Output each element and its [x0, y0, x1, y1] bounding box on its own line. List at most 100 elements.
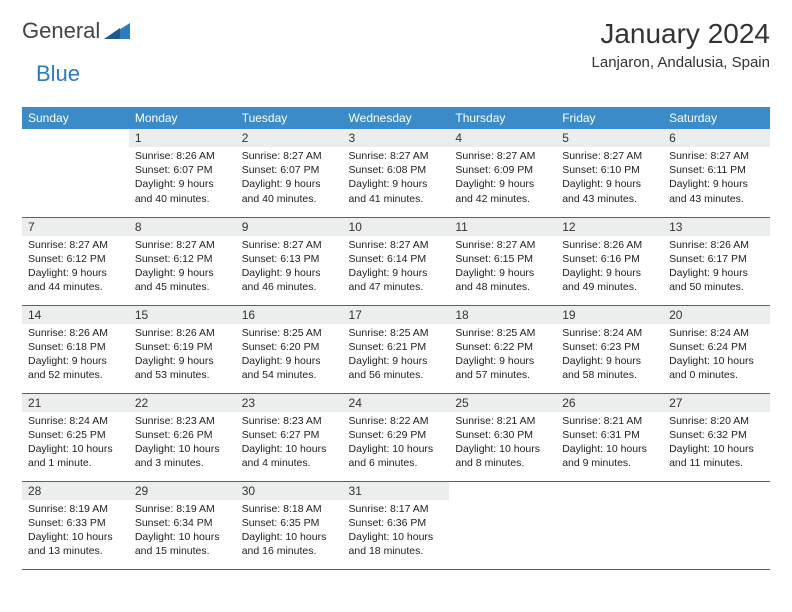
calendar-cell: 3Sunrise: 8:27 AMSunset: 6:08 PMDaylight…	[343, 129, 450, 217]
day-number: 24	[343, 394, 450, 412]
day-details: Sunrise: 8:24 AMSunset: 6:23 PMDaylight:…	[556, 324, 663, 387]
day-number: 13	[663, 218, 770, 236]
day-number: 20	[663, 306, 770, 324]
day-details: Sunrise: 8:26 AMSunset: 6:16 PMDaylight:…	[556, 236, 663, 299]
day-details: Sunrise: 8:26 AMSunset: 6:17 PMDaylight:…	[663, 236, 770, 299]
day-number: 31	[343, 482, 450, 500]
calendar-body: 1Sunrise: 8:26 AMSunset: 6:07 PMDaylight…	[22, 129, 770, 569]
calendar-cell: 5Sunrise: 8:27 AMSunset: 6:10 PMDaylight…	[556, 129, 663, 217]
day-details: Sunrise: 8:24 AMSunset: 6:24 PMDaylight:…	[663, 324, 770, 387]
calendar-cell	[449, 481, 556, 569]
calendar-row: 28Sunrise: 8:19 AMSunset: 6:33 PMDayligh…	[22, 481, 770, 569]
calendar-cell	[22, 129, 129, 217]
calendar-cell: 21Sunrise: 8:24 AMSunset: 6:25 PMDayligh…	[22, 393, 129, 481]
day-details: Sunrise: 8:23 AMSunset: 6:27 PMDaylight:…	[236, 412, 343, 475]
day-details: Sunrise: 8:27 AMSunset: 6:12 PMDaylight:…	[22, 236, 129, 299]
calendar-cell: 27Sunrise: 8:20 AMSunset: 6:32 PMDayligh…	[663, 393, 770, 481]
calendar-cell: 20Sunrise: 8:24 AMSunset: 6:24 PMDayligh…	[663, 305, 770, 393]
day-number: 10	[343, 218, 450, 236]
calendar-cell: 6Sunrise: 8:27 AMSunset: 6:11 PMDaylight…	[663, 129, 770, 217]
brand-part1: General	[22, 18, 100, 44]
day-details: Sunrise: 8:25 AMSunset: 6:20 PMDaylight:…	[236, 324, 343, 387]
day-details: Sunrise: 8:24 AMSunset: 6:25 PMDaylight:…	[22, 412, 129, 475]
day-details: Sunrise: 8:19 AMSunset: 6:34 PMDaylight:…	[129, 500, 236, 563]
brand-part2: Blue	[36, 61, 80, 86]
calendar-cell	[556, 481, 663, 569]
calendar-table: SundayMondayTuesdayWednesdayThursdayFrid…	[22, 107, 770, 570]
day-details: Sunrise: 8:27 AMSunset: 6:10 PMDaylight:…	[556, 147, 663, 210]
calendar-cell: 17Sunrise: 8:25 AMSunset: 6:21 PMDayligh…	[343, 305, 450, 393]
day-details: Sunrise: 8:26 AMSunset: 6:19 PMDaylight:…	[129, 324, 236, 387]
day-number: 9	[236, 218, 343, 236]
weekday-header: Thursday	[449, 107, 556, 129]
weekday-header: Tuesday	[236, 107, 343, 129]
weekday-header: Sunday	[22, 107, 129, 129]
day-number: 28	[22, 482, 129, 500]
calendar-cell: 23Sunrise: 8:23 AMSunset: 6:27 PMDayligh…	[236, 393, 343, 481]
calendar-cell: 14Sunrise: 8:26 AMSunset: 6:18 PMDayligh…	[22, 305, 129, 393]
calendar-row: 14Sunrise: 8:26 AMSunset: 6:18 PMDayligh…	[22, 305, 770, 393]
day-number: 15	[129, 306, 236, 324]
day-details: Sunrise: 8:17 AMSunset: 6:36 PMDaylight:…	[343, 500, 450, 563]
calendar-cell: 28Sunrise: 8:19 AMSunset: 6:33 PMDayligh…	[22, 481, 129, 569]
day-details: Sunrise: 8:19 AMSunset: 6:33 PMDaylight:…	[22, 500, 129, 563]
day-details: Sunrise: 8:25 AMSunset: 6:21 PMDaylight:…	[343, 324, 450, 387]
weekday-header: Saturday	[663, 107, 770, 129]
day-number: 2	[236, 129, 343, 147]
month-title: January 2024	[592, 18, 770, 50]
calendar-cell: 2Sunrise: 8:27 AMSunset: 6:07 PMDaylight…	[236, 129, 343, 217]
calendar-cell: 16Sunrise: 8:25 AMSunset: 6:20 PMDayligh…	[236, 305, 343, 393]
weekday-header: Wednesday	[343, 107, 450, 129]
day-details: Sunrise: 8:23 AMSunset: 6:26 PMDaylight:…	[129, 412, 236, 475]
day-number: 18	[449, 306, 556, 324]
day-number: 6	[663, 129, 770, 147]
day-number: 19	[556, 306, 663, 324]
calendar-cell: 25Sunrise: 8:21 AMSunset: 6:30 PMDayligh…	[449, 393, 556, 481]
day-number: 14	[22, 306, 129, 324]
calendar-row: 1Sunrise: 8:26 AMSunset: 6:07 PMDaylight…	[22, 129, 770, 217]
calendar-cell: 11Sunrise: 8:27 AMSunset: 6:15 PMDayligh…	[449, 217, 556, 305]
brand-logo: General	[22, 18, 132, 44]
day-number: 8	[129, 218, 236, 236]
day-details: Sunrise: 8:27 AMSunset: 6:15 PMDaylight:…	[449, 236, 556, 299]
day-number: 25	[449, 394, 556, 412]
day-number: 22	[129, 394, 236, 412]
calendar-cell: 10Sunrise: 8:27 AMSunset: 6:14 PMDayligh…	[343, 217, 450, 305]
calendar-cell	[663, 481, 770, 569]
day-details: Sunrise: 8:26 AMSunset: 6:18 PMDaylight:…	[22, 324, 129, 387]
calendar-cell: 26Sunrise: 8:21 AMSunset: 6:31 PMDayligh…	[556, 393, 663, 481]
calendar-cell: 1Sunrise: 8:26 AMSunset: 6:07 PMDaylight…	[129, 129, 236, 217]
day-number: 23	[236, 394, 343, 412]
day-details: Sunrise: 8:25 AMSunset: 6:22 PMDaylight:…	[449, 324, 556, 387]
day-number: 5	[556, 129, 663, 147]
day-number: 12	[556, 218, 663, 236]
day-number: 4	[449, 129, 556, 147]
calendar-cell: 29Sunrise: 8:19 AMSunset: 6:34 PMDayligh…	[129, 481, 236, 569]
calendar-cell: 22Sunrise: 8:23 AMSunset: 6:26 PMDayligh…	[129, 393, 236, 481]
day-details: Sunrise: 8:21 AMSunset: 6:31 PMDaylight:…	[556, 412, 663, 475]
calendar-cell: 31Sunrise: 8:17 AMSunset: 6:36 PMDayligh…	[343, 481, 450, 569]
day-number: 11	[449, 218, 556, 236]
calendar-cell: 9Sunrise: 8:27 AMSunset: 6:13 PMDaylight…	[236, 217, 343, 305]
day-number: 16	[236, 306, 343, 324]
calendar-cell: 19Sunrise: 8:24 AMSunset: 6:23 PMDayligh…	[556, 305, 663, 393]
day-details: Sunrise: 8:18 AMSunset: 6:35 PMDaylight:…	[236, 500, 343, 563]
day-number: 7	[22, 218, 129, 236]
day-details: Sunrise: 8:27 AMSunset: 6:12 PMDaylight:…	[129, 236, 236, 299]
weekday-header: Monday	[129, 107, 236, 129]
calendar-row: 21Sunrise: 8:24 AMSunset: 6:25 PMDayligh…	[22, 393, 770, 481]
calendar-cell: 30Sunrise: 8:18 AMSunset: 6:35 PMDayligh…	[236, 481, 343, 569]
day-number: 1	[129, 129, 236, 147]
day-details: Sunrise: 8:27 AMSunset: 6:14 PMDaylight:…	[343, 236, 450, 299]
day-number: 17	[343, 306, 450, 324]
day-details: Sunrise: 8:21 AMSunset: 6:30 PMDaylight:…	[449, 412, 556, 475]
calendar-cell: 8Sunrise: 8:27 AMSunset: 6:12 PMDaylight…	[129, 217, 236, 305]
day-details: Sunrise: 8:26 AMSunset: 6:07 PMDaylight:…	[129, 147, 236, 210]
day-number: 3	[343, 129, 450, 147]
day-details: Sunrise: 8:22 AMSunset: 6:29 PMDaylight:…	[343, 412, 450, 475]
day-details: Sunrise: 8:27 AMSunset: 6:08 PMDaylight:…	[343, 147, 450, 210]
day-number: 30	[236, 482, 343, 500]
calendar-cell: 4Sunrise: 8:27 AMSunset: 6:09 PMDaylight…	[449, 129, 556, 217]
calendar-cell: 24Sunrise: 8:22 AMSunset: 6:29 PMDayligh…	[343, 393, 450, 481]
day-details: Sunrise: 8:27 AMSunset: 6:07 PMDaylight:…	[236, 147, 343, 210]
